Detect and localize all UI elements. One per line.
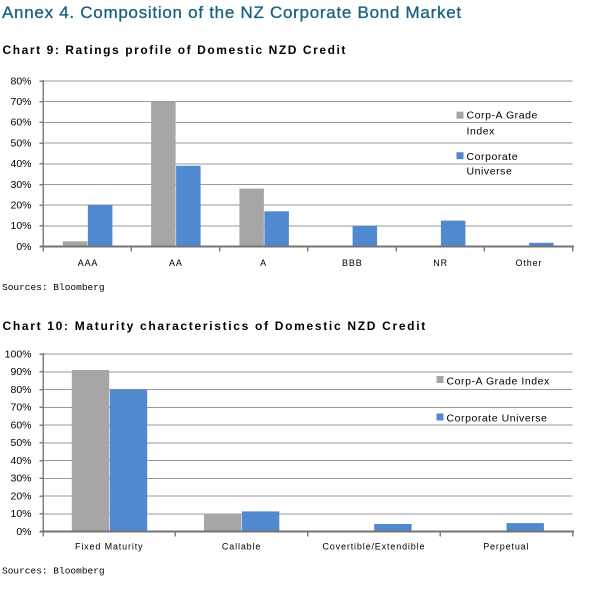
svg-text:Corp-A Grade Index: Corp-A Grade Index	[447, 376, 550, 388]
svg-text:0%: 0%	[16, 241, 31, 253]
svg-text:Callable: Callable	[222, 542, 261, 552]
svg-text:90%: 90%	[10, 366, 31, 378]
svg-text:Perpetual: Perpetual	[483, 542, 529, 552]
svg-text:80%: 80%	[10, 384, 31, 396]
svg-text:Fixed Maturity: Fixed Maturity	[75, 542, 143, 552]
svg-text:Index: Index	[467, 125, 496, 137]
svg-text:20%: 20%	[10, 490, 31, 502]
svg-text:Corporate: Corporate	[467, 151, 519, 163]
svg-text:Other: Other	[516, 258, 543, 268]
svg-text:40%: 40%	[10, 455, 31, 467]
svg-text:A: A	[260, 258, 267, 268]
svg-text:30%: 30%	[10, 473, 31, 485]
svg-text:Sources: Bloomberg: Sources: Bloomberg	[2, 566, 105, 577]
svg-text:AA: AA	[169, 258, 183, 268]
svg-text:30%: 30%	[10, 179, 31, 191]
svg-text:70%: 70%	[10, 96, 31, 108]
svg-text:Covertible/Extendible: Covertible/Extendible	[322, 542, 425, 552]
svg-text:10%: 10%	[10, 220, 31, 232]
svg-text:60%: 60%	[10, 419, 31, 431]
svg-text:NR: NR	[433, 258, 448, 268]
svg-text:40%: 40%	[10, 158, 31, 170]
svg-text:Universe: Universe	[467, 166, 513, 178]
svg-text:100%: 100%	[5, 348, 32, 360]
svg-text:Annex 4. Composition of the NZ: Annex 4. Composition of the NZ Corporate…	[2, 3, 462, 22]
svg-text:50%: 50%	[10, 137, 31, 149]
svg-text:Corporate Universe: Corporate Universe	[447, 413, 548, 425]
svg-text:Chart 9: Ratings profile of Do: Chart 9: Ratings profile of Domestic NZD…	[3, 43, 347, 57]
svg-text:50%: 50%	[10, 437, 31, 449]
svg-text:Corp-A Grade: Corp-A Grade	[467, 110, 538, 122]
svg-text:10%: 10%	[10, 508, 31, 520]
svg-text:AAA: AAA	[78, 258, 99, 268]
svg-text:Sources: Bloomberg: Sources: Bloomberg	[2, 282, 105, 293]
svg-text:60%: 60%	[10, 117, 31, 129]
svg-text:80%: 80%	[10, 75, 31, 87]
svg-text:Chart 10: Maturity characteris: Chart 10: Maturity characteristics of Do…	[3, 319, 427, 333]
svg-text:70%: 70%	[10, 402, 31, 414]
svg-text:20%: 20%	[10, 200, 31, 212]
svg-text:BBB: BBB	[342, 258, 363, 268]
svg-text:0%: 0%	[16, 526, 31, 538]
